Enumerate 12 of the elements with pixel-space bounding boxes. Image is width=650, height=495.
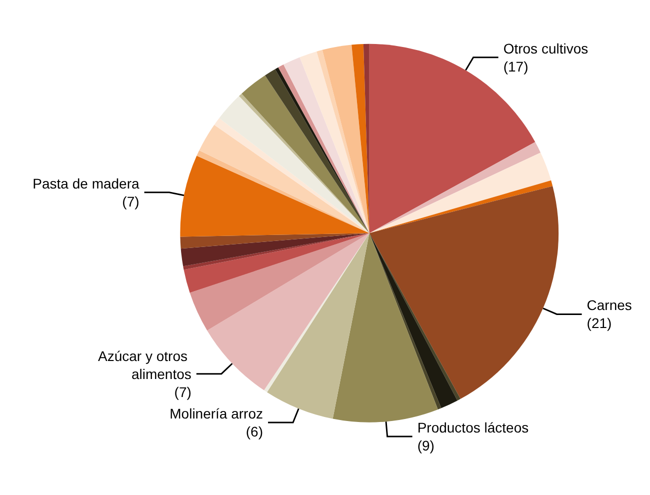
data-label: (9) [417, 438, 434, 454]
slice-label: Otros cultivos [503, 40, 588, 56]
data-label: (7) [122, 193, 140, 210]
data-label: (21) [586, 315, 612, 332]
slice-label: Molinería arroz [170, 406, 264, 422]
slice-label: Productos lácteos [417, 420, 529, 436]
slice-label: Azúcar y otros alimentos [98, 348, 192, 382]
slice-label: Carnes [586, 297, 632, 314]
data-label: (7) [174, 384, 192, 400]
data-label: (17) [503, 58, 528, 74]
slice-label: Pasta de madera [32, 175, 140, 192]
data-label: (6) [246, 424, 264, 440]
